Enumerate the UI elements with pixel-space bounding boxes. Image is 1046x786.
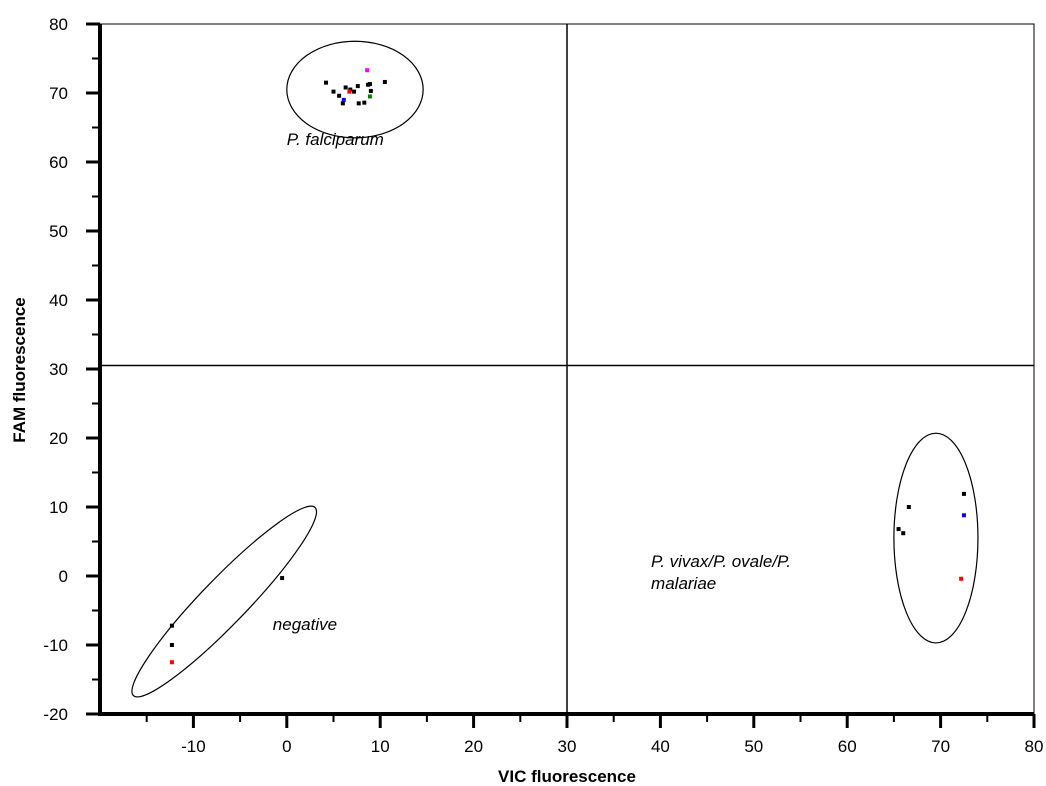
- x-tick-label: 30: [558, 737, 577, 756]
- data-point: [906, 505, 911, 509]
- data-points: [169, 68, 966, 665]
- data-point: [896, 527, 901, 532]
- data-point: [331, 89, 336, 94]
- cluster-ellipse-2: [893, 432, 979, 644]
- y-tick-label: 40: [49, 291, 68, 310]
- data-point: [356, 101, 361, 106]
- data-point: [337, 93, 342, 98]
- data-point: [280, 576, 285, 581]
- cluster-ellipses: [131, 40, 979, 698]
- x-tick-label: 40: [651, 737, 670, 756]
- annotation-label: negative: [273, 615, 337, 634]
- data-point: [961, 491, 966, 496]
- y-tick-label: 0: [59, 567, 68, 586]
- y-tick-label: -20: [43, 705, 68, 724]
- y-tick-label: 60: [49, 153, 68, 172]
- annotation-label: P. falciparum: [287, 130, 384, 149]
- data-point: [169, 623, 174, 628]
- y-tick-label: 80: [49, 15, 68, 34]
- x-axis-ticks: -10 0 10 20 30 40 50 60 70 80: [145, 714, 1044, 756]
- x-tick-label: 50: [744, 737, 763, 756]
- data-point: [347, 89, 352, 94]
- data-point: [169, 660, 174, 665]
- annotations: P. falciparum negative P. vivax/P. ovale/P…: [273, 130, 791, 634]
- data-point: [959, 576, 964, 581]
- x-tick-label: 60: [838, 737, 857, 756]
- y-tick-label: 30: [49, 360, 68, 379]
- data-point: [368, 88, 373, 93]
- data-point: [348, 87, 353, 92]
- data-point: [343, 85, 348, 90]
- data-point: [324, 80, 329, 85]
- data-point: [355, 84, 360, 89]
- x-tick-label: 10: [371, 737, 390, 756]
- data-point: [901, 531, 906, 536]
- x-tick-label: 80: [1025, 737, 1044, 756]
- data-point: [169, 643, 174, 647]
- cluster-ellipse-0: [286, 40, 424, 139]
- annotation-label: malariae: [651, 574, 716, 593]
- data-point: [352, 89, 357, 94]
- y-tick-label: 50: [49, 222, 68, 241]
- threshold-lines: [100, 24, 1034, 714]
- annotation-label: P. vivax/P. ovale/P.: [651, 552, 791, 571]
- data-point: [367, 82, 372, 87]
- cluster-ellipse-1: [131, 505, 318, 698]
- y-tick-label: -10: [43, 636, 68, 655]
- x-tick-label: 20: [464, 737, 483, 756]
- x-axis-title: VIC fluorescence: [498, 767, 636, 786]
- y-tick-label: 20: [49, 429, 68, 448]
- data-point: [362, 100, 367, 105]
- y-axis-ticks: -20 -10 0 10 20 30 40 50 60 70 80: [43, 15, 100, 724]
- data-point: [382, 79, 387, 84]
- data-point: [961, 513, 966, 518]
- data-point: [341, 97, 346, 102]
- data-point: [367, 94, 372, 99]
- x-tick-label: 70: [931, 737, 950, 756]
- x-tick-label: -10: [181, 737, 206, 756]
- data-point: [365, 68, 370, 73]
- data-point: [340, 101, 345, 106]
- y-tick-label: 10: [49, 498, 68, 517]
- x-tick-label: 0: [282, 737, 291, 756]
- y-axis-title: FAM fluorescence: [10, 297, 29, 443]
- y-tick-label: 70: [49, 84, 68, 103]
